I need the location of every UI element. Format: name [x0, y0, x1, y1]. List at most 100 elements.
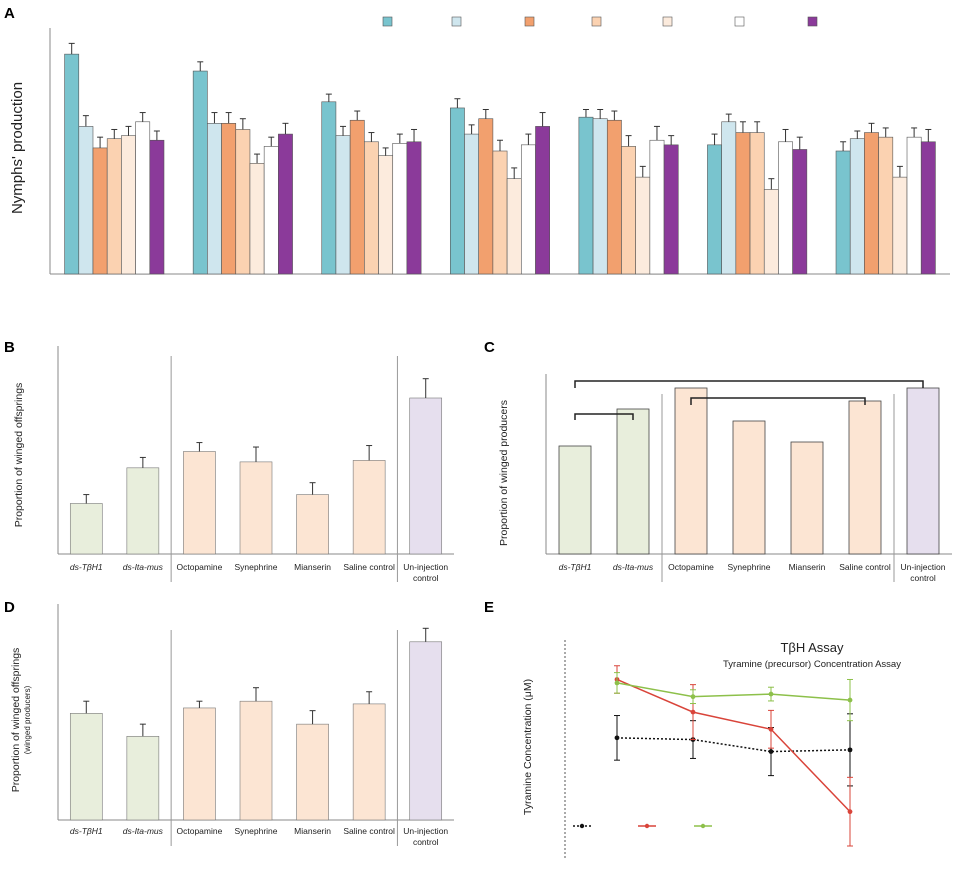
chart-d-xtick: Un-injection control	[403, 826, 448, 847]
chart-b-bar	[409, 397, 443, 555]
chart-a-bar	[221, 123, 237, 275]
chart-c-bar	[906, 387, 940, 555]
chart-d-bar	[126, 735, 160, 821]
chart-d-xtick: ds-TβH1	[70, 826, 103, 836]
chart-a-bar	[121, 135, 136, 275]
chart-d-xtick: Synephrine	[234, 826, 277, 836]
panel-label-b: B	[4, 339, 15, 356]
chart-d-xtick: Saline control	[343, 826, 395, 836]
chart-d-ylabel-sub: (winged producers)	[23, 685, 32, 754]
chart-d-bar	[352, 703, 386, 821]
chart-d-ylabel: Proportion of winged offsprings	[10, 648, 22, 793]
chart-a-bar	[406, 141, 422, 275]
chart-b-ylabel: Proportion of winged offsprings	[13, 383, 25, 528]
chart-a-bar	[835, 150, 851, 275]
chart-a-bar	[878, 136, 894, 275]
chart-c-xtick: Mianserin	[789, 562, 826, 572]
chart-a-legend-swatch	[382, 16, 393, 27]
chart-e-point	[768, 691, 774, 697]
chart-b-xtick: ds-TβH1	[70, 562, 103, 572]
panel-label-a: A	[4, 5, 15, 22]
chart-a-bar	[492, 150, 508, 275]
chart-a-bar	[106, 138, 122, 275]
chart-b-xtick: ds-Ita-mus	[123, 562, 164, 572]
chart-b-xtick: Un-injection control	[403, 562, 448, 583]
chart-a-bar	[520, 144, 536, 275]
chart-a-bar	[207, 123, 222, 275]
chart-a-bar	[749, 132, 765, 275]
chart-a-legend-swatch	[451, 16, 462, 27]
chart-a-legend-swatch	[524, 16, 535, 27]
panel-label-c: C	[484, 339, 495, 356]
chart-b-xtick: Octopamine	[177, 562, 223, 572]
chart-d-xtick: ds-Ita-mus	[123, 826, 164, 836]
chart-e-point	[614, 680, 620, 686]
panel-label-d: D	[4, 599, 15, 616]
chart-e-line	[616, 682, 851, 701]
chart-a-bar	[663, 144, 679, 275]
chart-a-bar	[449, 107, 465, 275]
chart-a-legend-swatch	[662, 16, 673, 27]
chart-e-point	[768, 726, 774, 732]
chart-a-bar	[892, 176, 908, 275]
chart-a-bar	[735, 132, 751, 275]
chart-a-bar	[592, 118, 608, 275]
chart-a-bar	[792, 149, 808, 275]
chart-b: ds-TβH1 ds-Ita-mus Octopamine Synephrine Mia…	[57, 346, 454, 583]
chart-b-xtick: Mianserin	[294, 562, 331, 572]
chart-c-bar	[848, 400, 882, 555]
chart-c: ds-TβH1 ds-Ita-mus Octopamine Synephrine Mia…	[545, 374, 952, 583]
chart-d-bar	[69, 713, 103, 821]
chart-a-bar	[707, 144, 722, 275]
chart-d: ds-TβH1 ds-Ita-mus Octopamine Synephrine Mia…	[57, 604, 454, 847]
chart-a-bar	[864, 132, 879, 275]
chart-a-bar	[392, 143, 408, 275]
chart-a-bar	[278, 133, 293, 275]
chart-a-bar	[64, 53, 80, 275]
chart-c-bar	[616, 408, 650, 555]
chart-e-legend-marker	[644, 823, 650, 829]
chart-a-bar	[92, 147, 108, 275]
chart-a-bar	[920, 141, 936, 275]
chart-e-subtitle: Tyramine (precursor) Concentration Assay	[723, 659, 901, 670]
chart-a-bar	[649, 139, 665, 275]
chart-e-legend-marker	[579, 823, 585, 829]
chart-c-xtick: ds-TβH1	[559, 562, 592, 572]
chart-a-ylabel: Nymphs' production	[9, 82, 26, 214]
chart-a-bar	[621, 146, 636, 275]
chart-b-bar	[126, 467, 160, 555]
chart-e-line	[616, 678, 851, 813]
chart-a-bar	[635, 176, 651, 275]
chart-e-title: TβH Assay	[780, 640, 844, 655]
chart-a-bar	[506, 178, 522, 275]
chart-c-bracket-star2	[690, 397, 866, 405]
chart-c-xtick: Octopamine	[668, 562, 714, 572]
chart-d-bar	[183, 707, 216, 821]
chart-a-legend-swatch	[807, 16, 818, 27]
chart-a-legend-swatch	[591, 16, 602, 27]
chart-e-line	[616, 737, 851, 753]
chart-a-bar	[763, 189, 779, 275]
chart-e-point	[690, 694, 696, 700]
chart-a-bar	[263, 146, 279, 275]
chart-a-bar	[192, 70, 208, 275]
chart-a-bar	[464, 133, 479, 275]
chart-a-bar	[249, 163, 265, 275]
chart-a-bar	[606, 119, 622, 275]
chart-e	[564, 640, 853, 860]
chart-c-xtick: ds-Ita-mus	[613, 562, 654, 572]
chart-c-bar	[732, 420, 766, 555]
chart-e-point	[847, 747, 853, 753]
chart-a-bar	[578, 116, 594, 275]
chart-e-point	[847, 697, 853, 703]
chart-b-xtick: Synephrine	[234, 562, 277, 572]
chart-e-point	[768, 749, 774, 754]
chart-d-xtick: Mianserin	[294, 826, 331, 836]
chart-a-bar	[721, 121, 737, 275]
panel-label-e: E	[484, 599, 494, 616]
chart-b-bar	[239, 461, 273, 555]
chart-a-bar	[778, 141, 793, 275]
chart-a-bar	[906, 136, 922, 275]
chart-c-xtick: Synephrine	[727, 562, 770, 572]
